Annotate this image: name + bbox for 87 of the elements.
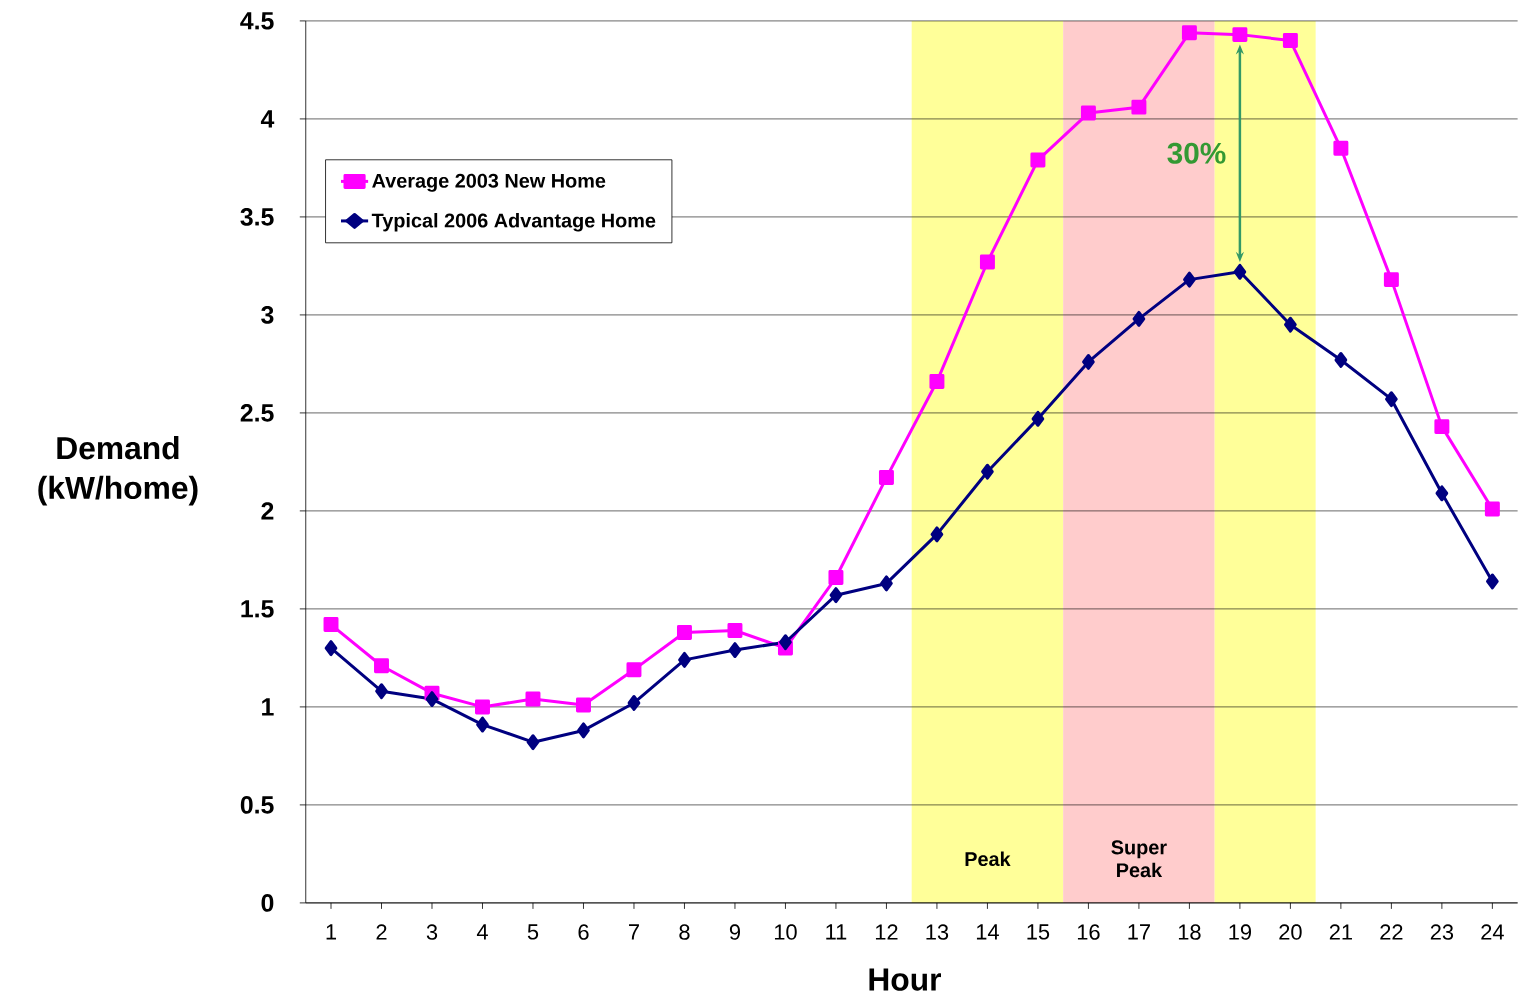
y-axis-title: Demand (kW/home) [38,436,198,506]
point [475,699,490,715]
y-tick-label: 2 [261,502,274,520]
y-tick-label: 0 [261,894,274,912]
point [1131,99,1147,115]
point [1282,33,1298,49]
point [1031,411,1045,427]
point [324,640,338,657]
point [1284,316,1297,333]
x-tick-label: 3 [426,924,438,941]
point [929,374,945,390]
x-tick-label: 18 [1178,924,1201,941]
point [626,662,642,678]
legend-label: Typical 2006 Advantage Home [371,213,656,232]
x-tick-label: 7 [629,924,639,940]
point [525,691,541,707]
x-tick-label: 9 [729,924,740,941]
point [1435,485,1449,502]
point [1434,419,1450,435]
point [1333,141,1349,156]
point [981,463,994,480]
y-tick-label: 4 [260,110,275,128]
x-tick-label: 22 [1380,924,1403,940]
x-tick-label: 15 [1027,924,1050,940]
point [1233,264,1247,280]
point [1183,271,1196,288]
point [828,570,844,586]
point [880,575,893,592]
point [1030,152,1046,168]
point [375,683,388,700]
point [727,623,743,639]
point [728,642,742,659]
point [526,734,540,751]
y-tick-label: 3.5 [240,208,274,226]
point [1334,352,1348,369]
x-tick-label: 13 [926,924,949,941]
point [779,634,792,651]
point [374,658,389,674]
x-tick-label: 19 [1229,924,1252,941]
point [979,254,995,270]
point [678,652,691,669]
x-tick-label: 1 [326,924,337,940]
point [1484,501,1500,517]
point [878,470,894,486]
x-tick-label: 16 [1077,924,1100,941]
point [676,625,692,641]
x-tick-label: 11 [826,924,847,940]
y-tick-label: 1.5 [241,600,274,618]
point [476,716,489,733]
band-label: Super Peak [1111,840,1167,878]
annotation: 30% [1167,142,1226,164]
point [1232,27,1248,43]
x-tick-label: 8 [679,924,690,941]
point [627,695,641,712]
x-tick-label: 6 [578,924,589,941]
x-tick-label: 14 [976,924,999,940]
x-tick-label: 5 [527,924,539,940]
x-tick-label: 20 [1279,924,1302,941]
y-tick-label: 1 [262,698,274,716]
point [1385,391,1398,408]
x-tick-label: 17 [1128,924,1150,940]
x-axis-title: Hour [869,968,941,991]
point [576,697,591,713]
point [1080,105,1096,121]
y-tick-label: 0.5 [240,796,274,814]
point [930,526,944,543]
point [1383,272,1399,288]
point [829,587,843,604]
x-tick-label: 2 [376,924,387,940]
x-tick-label: 21 [1329,924,1352,940]
point [425,691,439,708]
point [577,722,590,739]
point [323,617,339,633]
x-tick-label: 10 [774,924,797,941]
x-tick-label: 4 [476,924,488,940]
legend-label: Average 2003 New Home [372,173,606,192]
y-tick-label: 2.5 [240,404,274,422]
x-tick-label: 23 [1430,924,1454,941]
y-tick-label: 3 [261,306,274,324]
point [1082,354,1095,371]
point [1181,25,1197,41]
y-tick-label: 4.5 [240,12,274,30]
point [1486,573,1499,590]
x-tick-label: 24 [1481,924,1504,940]
band-label: Peak [965,851,1011,867]
x-tick-label: 12 [875,924,898,940]
point [1132,311,1146,328]
